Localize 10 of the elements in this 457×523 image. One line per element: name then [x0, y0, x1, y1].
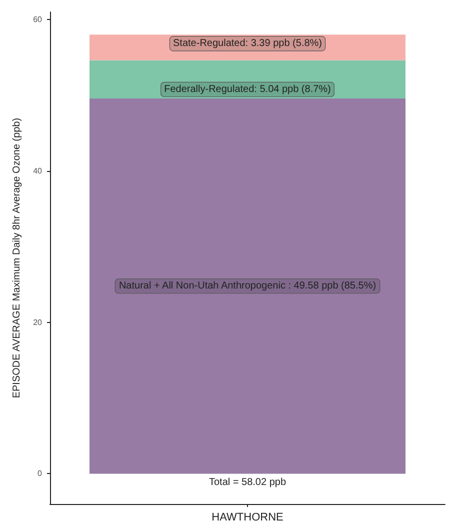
y-tick-label: 40 [33, 166, 43, 176]
data-label: Natural + All Non-Utah Anthropogenic : 49.58 ppb (85.5%) [118, 280, 376, 292]
total-label: Total = 58.02 ppb [208, 477, 286, 488]
y-tick-label: 0 [38, 469, 43, 478]
y-tick-label: 60 [33, 15, 43, 24]
data-label: Federally-Regulated: 5.04 ppb (8.7%) [164, 84, 331, 95]
data-label: State-Regulated: 3.39 ppb (5.8%) [173, 38, 322, 50]
x-tick-label: HAWTHORNE [212, 512, 284, 523]
y-axis-title: EPISODE AVERAGE Maximum Daily 8hr Average Ozone (ppb) [12, 118, 22, 398]
y-tick-label: 20 [33, 318, 43, 327]
